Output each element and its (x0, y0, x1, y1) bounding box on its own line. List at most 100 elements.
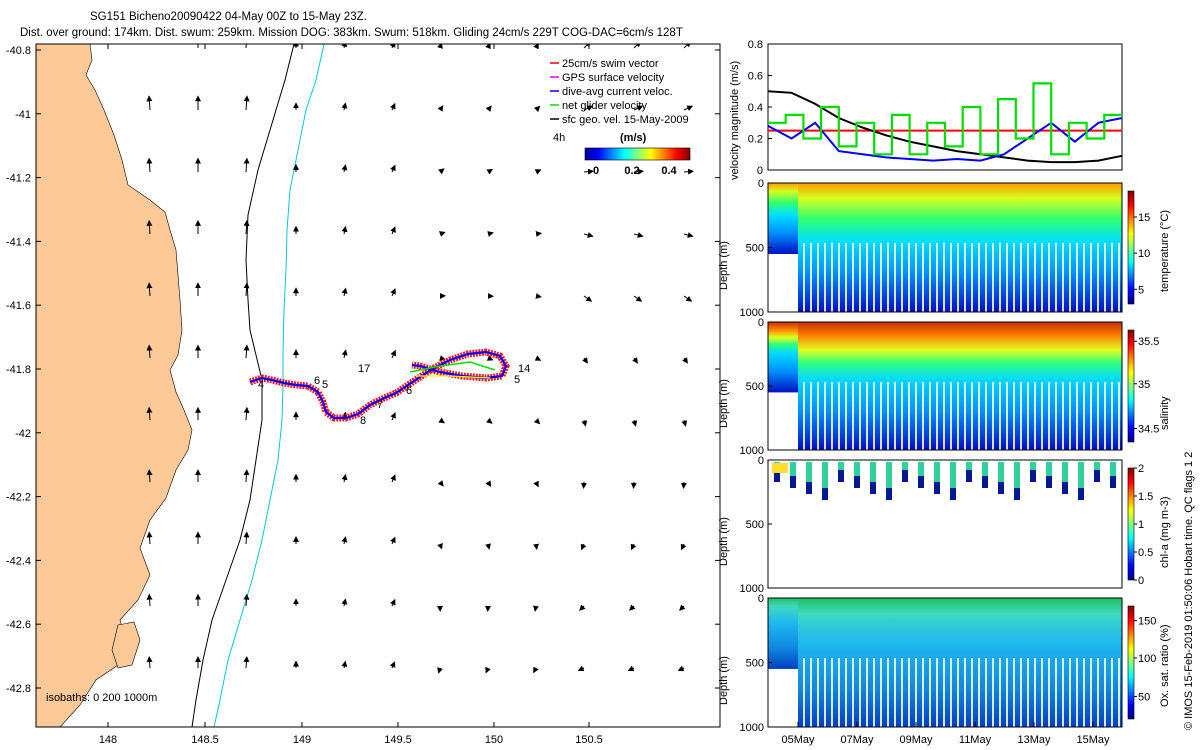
geo-velocity-arrow (632, 357, 638, 364)
isobaths-label: isobaths: 0 200 1000m (46, 692, 157, 704)
velocity-y-tick-label: 0.6 (748, 71, 763, 83)
section-y-axis-label: Depth (m) (718, 656, 730, 705)
chl-profile-top (806, 462, 812, 482)
speed-colorbar-tick: 0.4 (661, 165, 677, 177)
geo-velocity-arrow (681, 419, 688, 427)
map-x-tick-label: 149.5 (384, 734, 412, 746)
colorbar-tick-label: 35.5 (1138, 336, 1159, 348)
geo-velocity-arrow (683, 295, 693, 302)
chl-profile-bottom (1078, 488, 1084, 500)
side-note: © IMOS 15-Feb-2019 01:50:06 Hobart time.… (1183, 452, 1195, 730)
geo-velocity-arrow (243, 531, 250, 545)
geo-velocity-arrow (533, 105, 541, 113)
map-y-tick-label: -41.6 (6, 300, 31, 312)
geo-velocity-arrow (146, 157, 153, 173)
map-y-tick-label: -42.4 (6, 555, 31, 567)
geo-velocity-arrow (581, 419, 588, 427)
velocity-y-tick-label: 0 (757, 165, 763, 177)
geo-velocity-arrow (243, 593, 250, 607)
map-y-tick-label: -41.2 (6, 173, 31, 185)
chl-profile-bottom (1046, 476, 1052, 488)
colorbar-label: chl-a (mg m-3) (1159, 496, 1171, 568)
time-x-tick-label: 05May (781, 734, 815, 746)
geo-velocity-arrow (485, 480, 492, 488)
geo-velocity-arrow (390, 288, 396, 297)
geo-velocity-arrow (683, 168, 694, 175)
geo-velocity-arrow (534, 355, 542, 361)
geo-velocity-arrow (486, 168, 494, 175)
day-marker-label: 7 (377, 399, 383, 411)
chl-profile-bottom (1094, 470, 1100, 482)
day-marker-label: 6 (406, 385, 412, 397)
geo-velocity-arrow (243, 219, 250, 235)
geo-velocity-arrow (680, 543, 687, 551)
chl-profile-top (934, 462, 940, 482)
geo-velocity-arrow (535, 293, 542, 299)
section-y-tick-label: 500 (746, 658, 764, 670)
geo-velocity-arrow (629, 604, 636, 611)
chl-profile-bottom (998, 482, 1004, 494)
colorbar-tick-label: 10 (1138, 248, 1150, 260)
section-panel-1: 0 500 1000 Depth (m) 34.5 35 35.5 salinity (718, 317, 1171, 457)
geo-velocity-arrow (146, 656, 153, 669)
chl-profile-top (966, 462, 972, 470)
chl-profile-top (950, 462, 956, 488)
chl-profile-top (870, 462, 876, 482)
geo-velocity-arrow (341, 287, 348, 297)
geo-velocity-arrow (683, 44, 692, 49)
map-x-tick-label: 148.5 (191, 734, 219, 746)
section-y-tick-label: 1000 (740, 307, 764, 319)
net-velocity-track (409, 361, 496, 373)
geo-velocity-arrow (389, 661, 396, 669)
chl-profile-bottom (1014, 488, 1020, 500)
geo-velocity-arrow (390, 536, 396, 545)
day-marker-label: 4 (258, 379, 264, 391)
section-y-tick-label: 500 (746, 519, 764, 531)
geo-velocity-arrow (390, 474, 396, 483)
geo-velocity-arrow (390, 598, 396, 607)
colorbar-tick-label: 50 (1138, 691, 1150, 703)
map-y-tick-label: -42.6 (6, 619, 31, 631)
geo-velocity-arrow (682, 357, 688, 364)
chl-profile-top (1110, 462, 1116, 476)
colorbar-tick-label: 35 (1138, 379, 1150, 391)
geo-velocity-arrow (437, 542, 443, 550)
geo-velocity-arrow (390, 164, 396, 173)
section-colorbar (1127, 467, 1135, 581)
map-frame (35, 43, 721, 728)
geo-velocity-arrow (341, 44, 348, 49)
map-axes: 148 148.5 149 149.5 150 150.5-40.8-41-41.2-41… (6, 44, 720, 746)
chl-profile-top (998, 462, 1004, 482)
velocity-y-axis-label: velocity magnitude (m/s) (729, 61, 741, 180)
geo-velocity-arrow (633, 105, 644, 112)
geo-velocity-arrow (579, 604, 586, 611)
chl-profile-bottom (1110, 476, 1116, 488)
geo-velocity-arrow (146, 593, 153, 607)
time-x-tick-label: 11May (959, 734, 992, 746)
time-x-tick-label: 15May (1076, 734, 1110, 746)
geo-velocity-arrow (680, 481, 687, 489)
geo-velocity-arrow (243, 344, 250, 359)
geo-velocity-arrow (146, 531, 153, 545)
chl-profile-bottom (950, 488, 956, 500)
dive-avg-current-track (249, 350, 508, 420)
geo-velocity-arrow (243, 406, 250, 421)
chl-profile-top (1062, 462, 1068, 482)
geo-velocity-arrow (577, 665, 585, 672)
geo-velocity-arrow (627, 665, 635, 672)
velocity-series-line (767, 117, 1123, 162)
velocity-y-tick-label: 0.8 (748, 39, 763, 51)
chl-profile-top (918, 462, 924, 476)
chl-profile-bottom (854, 476, 860, 488)
chl-profile-top (902, 462, 908, 470)
geo-velocity-arrow (341, 660, 348, 669)
chl-profile-bottom (886, 488, 892, 500)
geo-velocity-arrow (487, 231, 494, 237)
velocity-y-tick-label: 0.2 (748, 134, 763, 146)
legend-prefix: 4h (553, 132, 565, 144)
section-y-tick-label: 1000 (740, 445, 764, 457)
map-y-tick-label: -42.8 (6, 683, 31, 695)
